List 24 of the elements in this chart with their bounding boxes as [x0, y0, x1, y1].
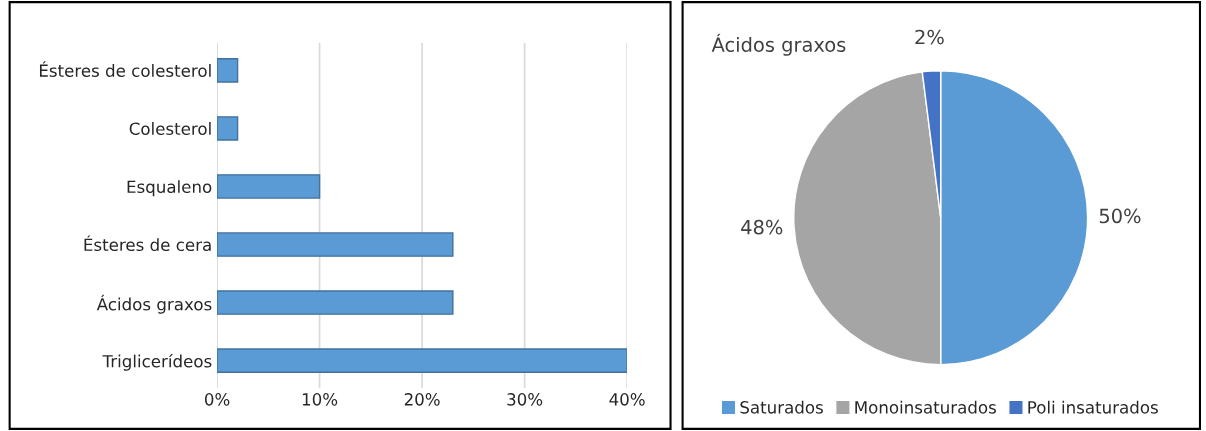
bar — [217, 174, 321, 199]
y-tick-label: Colesterol — [129, 122, 211, 135]
y-tick-label: Ácidos graxos — [96, 294, 212, 314]
data-label: 48% — [741, 219, 783, 235]
x-tick-label: 20% — [404, 393, 440, 406]
x-tick-label: 10% — [302, 393, 338, 406]
y-tick-label: Triglicerídeos — [102, 353, 212, 371]
chart-title: Ácidos graxos — [711, 33, 846, 56]
bar — [217, 348, 628, 373]
x-tick-label: 30% — [507, 393, 543, 406]
y-tick-label: Esqualeno — [127, 180, 212, 197]
bar — [217, 58, 239, 83]
x-tick-label: 0% — [204, 393, 230, 406]
data-label: 2% — [915, 29, 944, 45]
bar — [217, 290, 454, 315]
y-tick-label: Ésteres de colesterol — [39, 61, 211, 77]
bar — [217, 232, 454, 257]
legend-label: Monoinsaturados — [855, 400, 996, 414]
data-label: 50% — [1099, 208, 1141, 224]
bar — [217, 116, 239, 141]
legend-label: Poli insaturados — [1028, 400, 1158, 414]
legend-label: Saturados — [740, 400, 823, 414]
y-tick-label: Ésteres de cera — [84, 235, 211, 252]
x-tick-label: 40% — [609, 393, 645, 406]
